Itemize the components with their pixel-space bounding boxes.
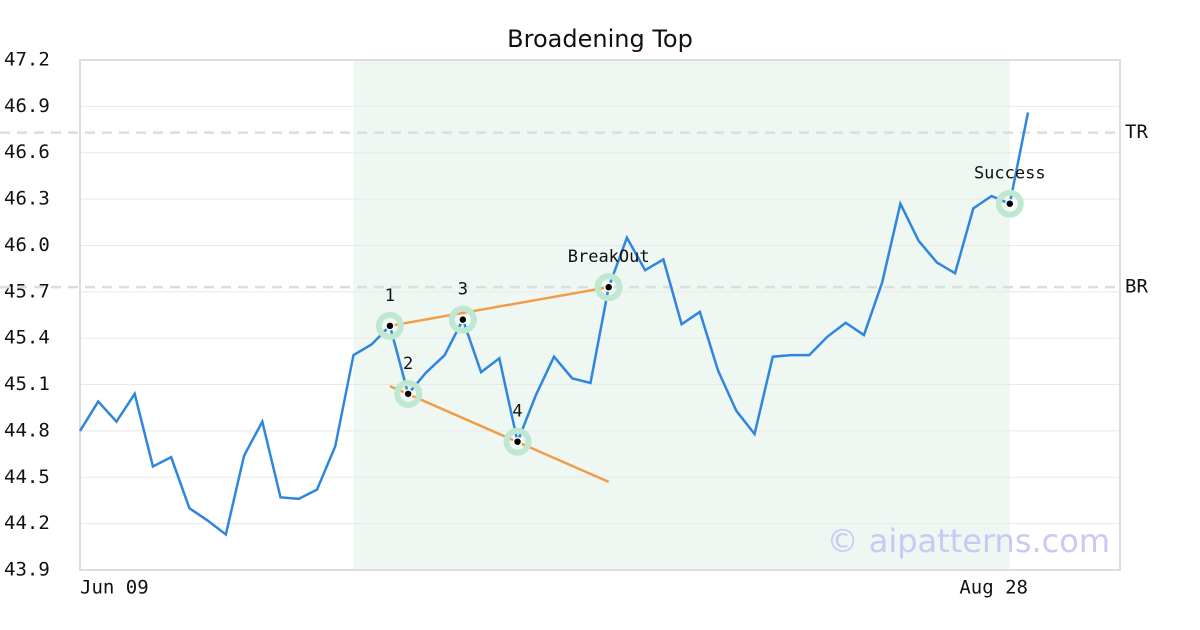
pivot-point — [603, 282, 614, 292]
y-tick-label: 44.5 — [4, 466, 50, 488]
x-tick-label: Aug 28 — [959, 577, 1028, 599]
pivot-point — [385, 321, 395, 331]
annotation-label: BreakOut — [568, 247, 650, 267]
pivot-point — [512, 436, 523, 447]
annotation-label: 4 — [512, 402, 522, 422]
pivot-halo — [503, 427, 532, 456]
level-label: BR — [1125, 276, 1148, 298]
y-tick-label: 47.2 — [4, 49, 50, 71]
trendline — [389, 285, 609, 328]
annotation-label: 3 — [458, 280, 468, 300]
y-tick-label: 46.6 — [4, 141, 50, 163]
chart-title: Broadening Top — [507, 25, 693, 53]
trendline — [389, 384, 610, 484]
annotation-label: Success — [974, 164, 1046, 184]
y-tick-label: 46.9 — [4, 95, 50, 117]
pivot-halo — [375, 311, 404, 340]
y-tick-label: 45.7 — [4, 280, 50, 302]
x-tick-label: Jun 09 — [80, 577, 149, 599]
y-tick-label: 44.2 — [4, 512, 50, 534]
pivot-halo — [995, 189, 1024, 218]
watermark: © aipatterns.com — [827, 522, 1110, 560]
y-tick-label: 46.3 — [4, 188, 50, 210]
pivot-halo — [394, 379, 423, 408]
pivot-point — [458, 314, 468, 325]
pivot-halo — [448, 305, 477, 334]
annotation-label: 1 — [385, 286, 395, 306]
y-tick-label: 45.1 — [4, 373, 50, 395]
y-tick-label: 44.8 — [4, 419, 50, 441]
y-tick-label: 45.4 — [4, 327, 50, 349]
plot-frame — [79, 59, 1121, 571]
pivot-point — [403, 389, 413, 399]
y-tick-label: 43.9 — [4, 559, 50, 581]
pivot-halo — [594, 273, 623, 302]
y-tick-label: 46.0 — [4, 234, 50, 256]
pivot-point — [1005, 198, 1015, 209]
price-line — [78, 112, 1030, 537]
level-label: TR — [1125, 121, 1148, 143]
annotation-label: 2 — [403, 354, 413, 374]
